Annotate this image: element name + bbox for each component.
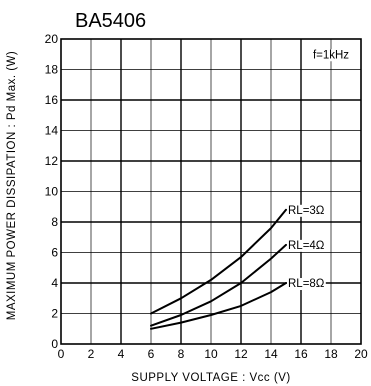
data-series [150,208,287,330]
x-tick-label: 10 [204,347,218,361]
grid [61,39,361,344]
x-axis-label: SUPPLY VOLTAGE : Vcc (V) [131,372,290,384]
series-labels: RL=3Ω RL=4Ω RL=8Ω [287,204,326,290]
y-tick-label: 2 [51,307,58,321]
series-label: RL=8Ω [288,278,325,290]
series-label: RL=3Ω [288,205,325,217]
plot-frame [60,38,362,345]
x-tick-label: 18 [324,347,338,361]
series-line [150,243,287,327]
series-label-background [287,278,326,290]
y-tick-label: 12 [45,154,59,168]
y-tick-label: 10 [45,185,59,199]
x-tick-label: 20 [354,347,368,361]
x-tick-labels: 0 2 4 6 8 10 12 14 16 18 20 [58,347,368,361]
chart-title: BA5406 [75,10,146,32]
y-tick-label: 4 [51,276,58,290]
y-tick-label: 0 [51,337,58,351]
x-tick-label: 8 [178,347,185,361]
annotation-background [311,49,351,62]
y-tick-label: 18 [45,63,59,77]
x-tick-label: 16 [294,347,308,361]
y-axis-label: MAXIMUM POWER DISSIPATION : Pd Max. (W) [6,51,18,321]
y-tick-label: 14 [45,124,59,138]
y-tick-label: 20 [45,32,59,46]
x-tick-label: 14 [264,347,278,361]
series-label: RL=4Ω [288,240,325,252]
series-line [150,208,287,315]
y-tick-label: 16 [45,93,59,107]
y-tick-labels: 0 2 4 6 8 10 12 14 16 18 20 [45,32,59,351]
x-tick-label: 6 [148,347,155,361]
x-tick-label: 2 [88,347,95,361]
frequency-annotation: f=1kHz [313,49,349,61]
series-label-background [287,239,326,252]
y-tick-label: 6 [51,246,58,260]
series-label-background [287,204,326,217]
y-tick-label: 8 [51,215,58,229]
series-line [150,282,287,330]
x-tick-label: 12 [234,347,248,361]
x-tick-label: 4 [118,347,125,361]
x-tick-label: 0 [58,347,65,361]
